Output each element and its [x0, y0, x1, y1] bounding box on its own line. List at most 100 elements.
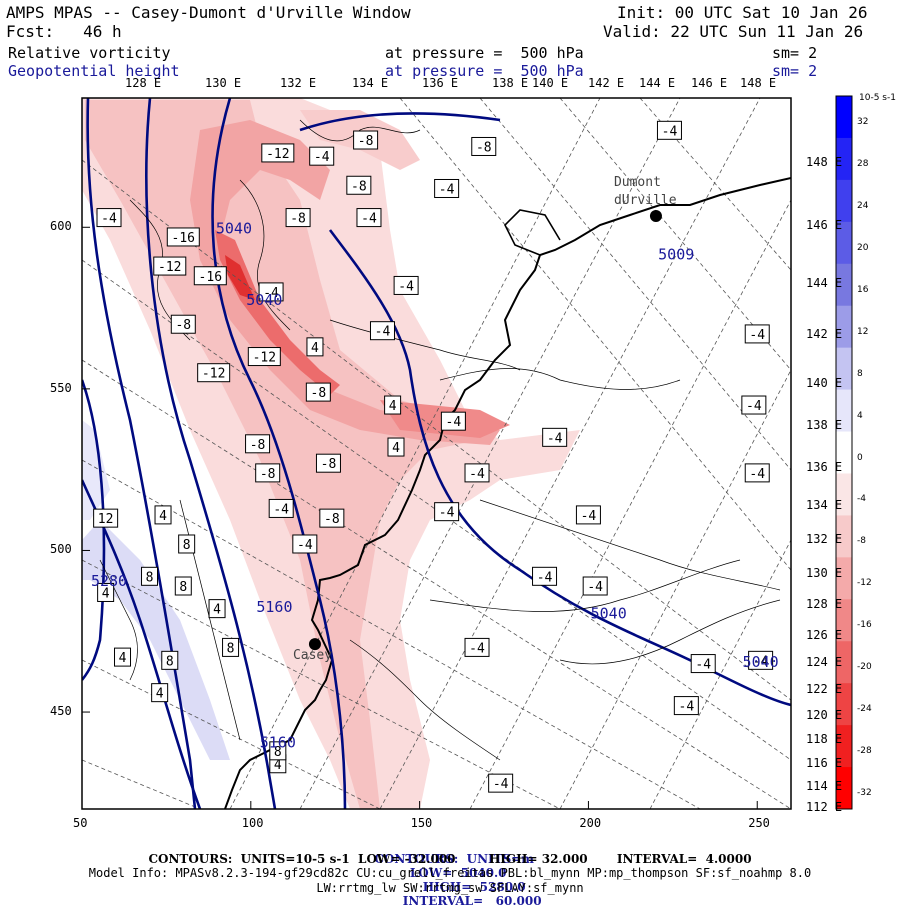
colorbar-swatch	[836, 305, 852, 349]
station-dot	[308, 638, 321, 651]
valid-time: Valid: 22 UTC Sun 11 Jan 26	[603, 22, 864, 41]
vorticity-label: 4	[151, 683, 169, 703]
vorticity-label: -8	[346, 175, 372, 195]
vorticity-label: -4	[440, 411, 466, 431]
height-label: 5280	[91, 572, 127, 590]
colorbar-tick-label: 20	[857, 242, 869, 253]
right-lat-label: 124 E	[806, 655, 843, 669]
vorticity-label: -4	[741, 395, 767, 415]
colorbar-outline	[835, 95, 853, 810]
field2-name: Geopotential height	[8, 62, 180, 80]
svg-text:-16: -16	[172, 231, 195, 246]
vorticity-label: -8	[319, 508, 345, 528]
colorbar-tick-label: -28	[857, 746, 872, 757]
top-lon-label: 146 E	[691, 76, 728, 90]
svg-text:4: 4	[156, 687, 164, 702]
vorticity-label: -4	[656, 120, 682, 140]
svg-text:-4: -4	[662, 124, 678, 139]
vorticity-label: -4	[356, 208, 382, 228]
vorticity-label: -12	[261, 143, 295, 163]
svg-text:4: 4	[311, 341, 319, 356]
vorticity-label: -16	[166, 227, 200, 247]
coastline	[224, 177, 791, 809]
svg-text:4: 4	[159, 509, 167, 524]
vorticity-label: -4	[673, 696, 699, 716]
svg-text:-4: -4	[746, 399, 762, 414]
vorticity-label: -4	[309, 146, 335, 166]
vorticity-label: 4	[208, 599, 226, 619]
colorbar-swatch	[836, 557, 852, 600]
svg-text:-4: -4	[101, 212, 117, 227]
vorticity-label: -4	[532, 566, 558, 586]
vorticity-label: -8	[471, 136, 497, 156]
vorticity-label: -4	[369, 321, 395, 341]
vorticity-label: -4	[393, 275, 419, 295]
y-tick-label: 500	[50, 542, 72, 557]
right-lat-label: 130 E	[806, 566, 843, 580]
colorbar	[835, 95, 853, 810]
svg-text:8: 8	[274, 745, 282, 760]
vorticity-label: -12	[153, 256, 187, 276]
vorticity-label: 4	[387, 437, 405, 457]
vorticity-label: 12	[93, 508, 119, 528]
top-lon-label: 132 E	[280, 76, 317, 90]
svg-text:-4: -4	[749, 467, 765, 482]
svg-text:4: 4	[119, 651, 127, 666]
x-tick-label: 50	[73, 816, 88, 830]
vorticity-label: -4	[434, 502, 460, 522]
svg-text:-4: -4	[679, 700, 695, 715]
vorticity-label: 4	[154, 505, 172, 525]
field1-smoothing: sm= 2	[772, 44, 818, 62]
vorticity-label: 4	[306, 337, 324, 357]
y-tick-label: 550	[50, 380, 72, 395]
vorticity-label: 8	[141, 566, 159, 586]
colorbar-tick-label: 24	[857, 200, 869, 211]
svg-text:-4: -4	[297, 538, 313, 553]
plot-title: AMPS MPAS -- Casey-Dumont d'Urville Wind…	[6, 3, 411, 22]
top-lon-label: 138 E	[492, 76, 529, 90]
top-lon-label: 148 E	[740, 76, 777, 90]
right-lat-label: 122 E	[806, 682, 843, 696]
top-lon-label: 136 E	[422, 76, 459, 90]
right-lat-label: 128 E	[806, 597, 843, 611]
colorbar-swatch	[836, 221, 852, 265]
x-tick-label: 100	[241, 816, 264, 830]
svg-text:-12: -12	[253, 351, 276, 366]
svg-text:-8: -8	[324, 512, 340, 527]
svg-text:-16: -16	[199, 270, 222, 285]
right-lat-label: 138 E	[806, 418, 843, 432]
height-label: 5040	[216, 220, 252, 238]
vorticity-label: -8	[245, 434, 271, 454]
svg-text:-8: -8	[358, 134, 374, 149]
colorbar-swatch	[836, 263, 852, 307]
svg-text:-4: -4	[439, 506, 455, 521]
field1-level: at pressure = 500 hPa	[385, 44, 584, 62]
vorticity-label: -4	[582, 576, 608, 596]
svg-text:-8: -8	[321, 457, 337, 472]
vorticity-label: -8	[353, 130, 379, 150]
vorticity-contour-lines	[99, 119, 781, 761]
vorticity-label: -4	[268, 498, 294, 518]
svg-text:-8: -8	[311, 386, 327, 401]
vorticity-label: -4	[258, 282, 284, 302]
colorbar-tick-label: -8	[857, 536, 866, 547]
field1-name: Relative vorticity	[8, 44, 171, 62]
svg-text:-8: -8	[290, 212, 306, 227]
svg-text:-4: -4	[361, 212, 377, 227]
colorbar-swatch	[836, 599, 852, 642]
station-name: dUrville	[614, 193, 677, 208]
colorbar-swatch	[836, 725, 852, 768]
vorticity-label: -12	[247, 347, 281, 367]
contours1-interval: INTERVAL= 60.000	[402, 894, 542, 908]
vorticity-label: 4	[384, 395, 402, 415]
height-label: 5040	[743, 653, 779, 671]
axis-ticks	[81, 226, 758, 809]
vorticity-label: -8	[255, 463, 281, 483]
vorticity-label: -8	[315, 453, 341, 473]
field2-level: at pressure = 500 hPa	[385, 62, 584, 80]
svg-text:4: 4	[102, 586, 110, 601]
colorbar-swatch	[836, 389, 852, 433]
colorbar-tick-label: 28	[857, 158, 869, 169]
vorticity-label: -4	[690, 654, 716, 674]
colorbar-tick-label: -24	[857, 704, 872, 715]
